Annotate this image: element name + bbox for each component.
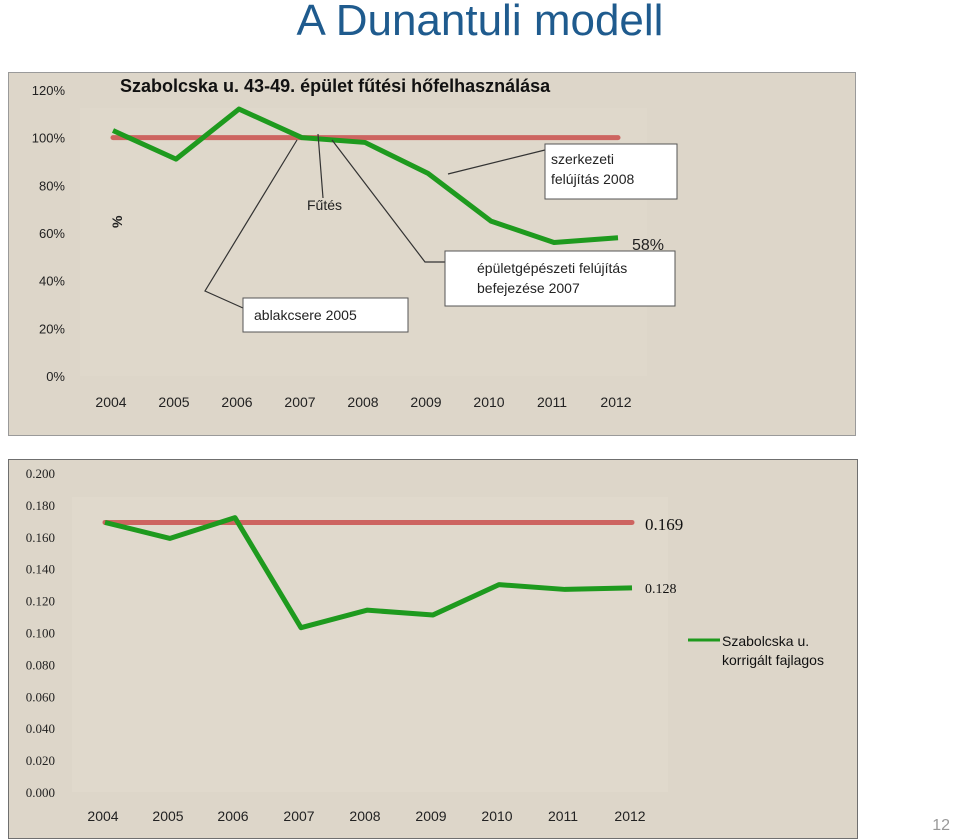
- y-tick-label: 20%: [39, 321, 65, 336]
- y-tick-label: 0.080: [26, 657, 55, 672]
- y-tick-label: 0.180: [26, 498, 55, 513]
- y-tick-label: 40%: [39, 274, 65, 289]
- annotation-futes: Fűtés: [307, 197, 342, 213]
- y-tick-label: 60%: [39, 226, 65, 241]
- x-tick-label: 2006: [217, 808, 248, 824]
- leader-futes: [317, 133, 324, 199]
- chart-2-legend: Szabolcska u. korrigált fajlagos: [688, 633, 824, 668]
- y-tick-label: 0.000: [26, 785, 55, 800]
- chart-1-end-label: 58%: [632, 237, 664, 254]
- x-tick-label: 2011: [548, 808, 578, 824]
- y-tick-label: 120%: [32, 83, 66, 98]
- plot-area-2: [72, 497, 668, 792]
- x-tick-label: 2008: [347, 394, 378, 410]
- chart-2-label-top: 0.169: [645, 515, 683, 534]
- y-tick-label: 0.160: [26, 530, 55, 545]
- annotation-leaders: [204, 133, 546, 309]
- chart-1-title: Szabolcska u. 43-49. épület fűtési hőfel…: [120, 76, 551, 96]
- leader-epuletgepeszeti: [331, 139, 445, 263]
- x-tick-label: 2007: [284, 394, 315, 410]
- x-tick-label: 2004: [95, 394, 126, 410]
- page-number: 12: [932, 817, 950, 834]
- y-tick-label: 80%: [39, 178, 65, 193]
- x-tick-label: 2005: [158, 394, 189, 410]
- x-tick-label: 2010: [473, 394, 504, 410]
- callout-epuletgepeszeti-line1: épületgépészeti felújítás: [477, 260, 627, 276]
- x-tick-label: 2006: [221, 394, 252, 410]
- callout-szerkezeti-line2: felújítás 2008: [551, 171, 634, 187]
- x-tick-label: 2008: [349, 808, 380, 824]
- leader-ablakcsere: [204, 139, 298, 309]
- x-tick-label: 2011: [537, 394, 567, 410]
- y-tick-label: 0.060: [26, 689, 55, 704]
- x-tick-label: 2009: [410, 394, 441, 410]
- chart-1-ylabel: %: [109, 215, 125, 228]
- legend-line2: korrigált fajlagos: [722, 652, 824, 668]
- y-tick-label: 0.200: [26, 466, 55, 481]
- x-tick-label: 2010: [481, 808, 512, 824]
- legend-line1: Szabolcska u.: [722, 633, 809, 649]
- leader-szerkezeti: [447, 149, 546, 175]
- y-tick-label: 0.120: [26, 594, 55, 609]
- x-tick-label: 2009: [415, 808, 446, 824]
- slide-title: A Dunantuli modell: [296, 0, 664, 45]
- y-tick-label: 0.100: [26, 626, 55, 641]
- callout-szerkezeti-line1: szerkezeti: [551, 151, 614, 167]
- series-szabolcska-line: [104, 515, 633, 631]
- chart-2-label-bottom: 0.128: [645, 582, 677, 597]
- y-tick-label: 0.020: [26, 753, 55, 768]
- y-tick-label: 0.040: [26, 721, 55, 736]
- x-tick-label: 2007: [283, 808, 314, 824]
- callout-epuletgepeszeti-line2: befejezése 2007: [477, 280, 580, 296]
- y-tick-label: 100%: [32, 131, 66, 146]
- series-futes-line: [111, 106, 619, 246]
- x-tick-label: 2012: [614, 808, 645, 824]
- callout-ablakcsere: ablakcsere 2005: [242, 297, 409, 333]
- x-tick-label: 2005: [152, 808, 183, 824]
- callout-ablakcsere-text: ablakcsere 2005: [254, 307, 357, 323]
- x-tick-label: 2004: [87, 808, 118, 824]
- callout-szerkezeti: szerkezeti felújítás 2008: [544, 143, 678, 200]
- callout-epuletgepeszeti: épületgépészeti felújítás befejezése 200…: [444, 250, 676, 307]
- y-tick-label: 0.140: [26, 562, 55, 577]
- y-tick-label: 0%: [46, 369, 65, 384]
- x-tick-label: 2012: [600, 394, 631, 410]
